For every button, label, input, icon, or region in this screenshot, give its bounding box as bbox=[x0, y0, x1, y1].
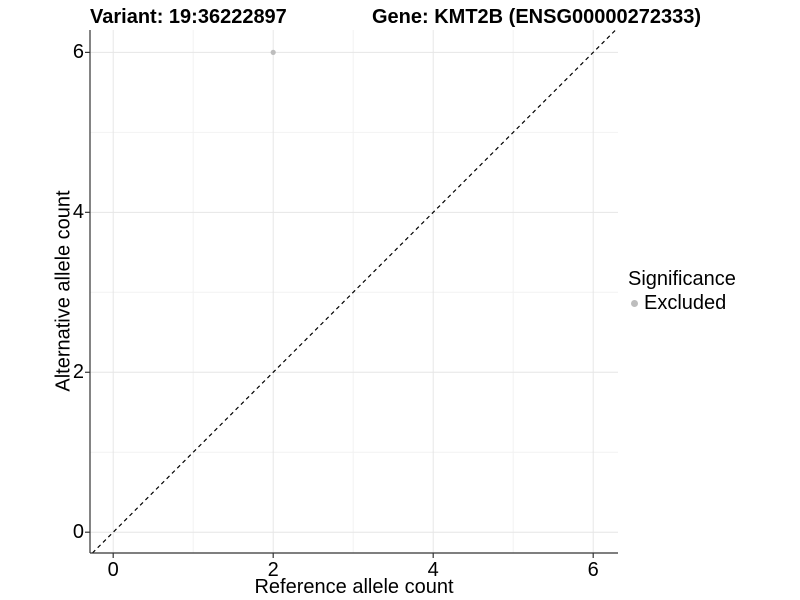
y-tick-label: 0 bbox=[72, 521, 84, 544]
legend: Significance Excluded bbox=[628, 267, 736, 315]
y-tick-label: 2 bbox=[72, 361, 84, 384]
x-tick-label: 6 bbox=[587, 559, 599, 581]
variant-title: Variant: 19:36222897 bbox=[90, 6, 287, 28]
y-tick-label: 6 bbox=[72, 41, 84, 64]
legend-entry-excluded: Excluded bbox=[628, 291, 736, 315]
x-axis-title: Reference allele count bbox=[254, 576, 454, 598]
y-tick-label: 4 bbox=[72, 201, 84, 224]
legend-title: Significance bbox=[628, 268, 736, 290]
identity-reference-line bbox=[91, 29, 617, 554]
legend-entry-label: Excluded bbox=[644, 292, 727, 314]
x-tick-label: 0 bbox=[107, 559, 119, 581]
legend-point-icon bbox=[631, 299, 638, 307]
data-point bbox=[270, 49, 276, 55]
gene-title: Gene: KMT2B (ENSG00000272333) bbox=[372, 6, 702, 28]
x-tick-label: 2 bbox=[267, 559, 279, 581]
x-tick-label: 4 bbox=[427, 559, 439, 581]
